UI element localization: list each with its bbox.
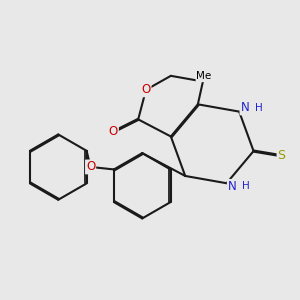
Text: Me: Me	[196, 71, 212, 81]
Text: N: N	[228, 180, 236, 193]
Text: N: N	[240, 101, 249, 114]
Text: O: O	[141, 83, 151, 96]
Text: O: O	[109, 125, 118, 138]
Text: H: H	[242, 181, 250, 191]
Text: H: H	[255, 103, 262, 113]
Text: O: O	[86, 160, 95, 173]
Text: S: S	[278, 149, 286, 162]
